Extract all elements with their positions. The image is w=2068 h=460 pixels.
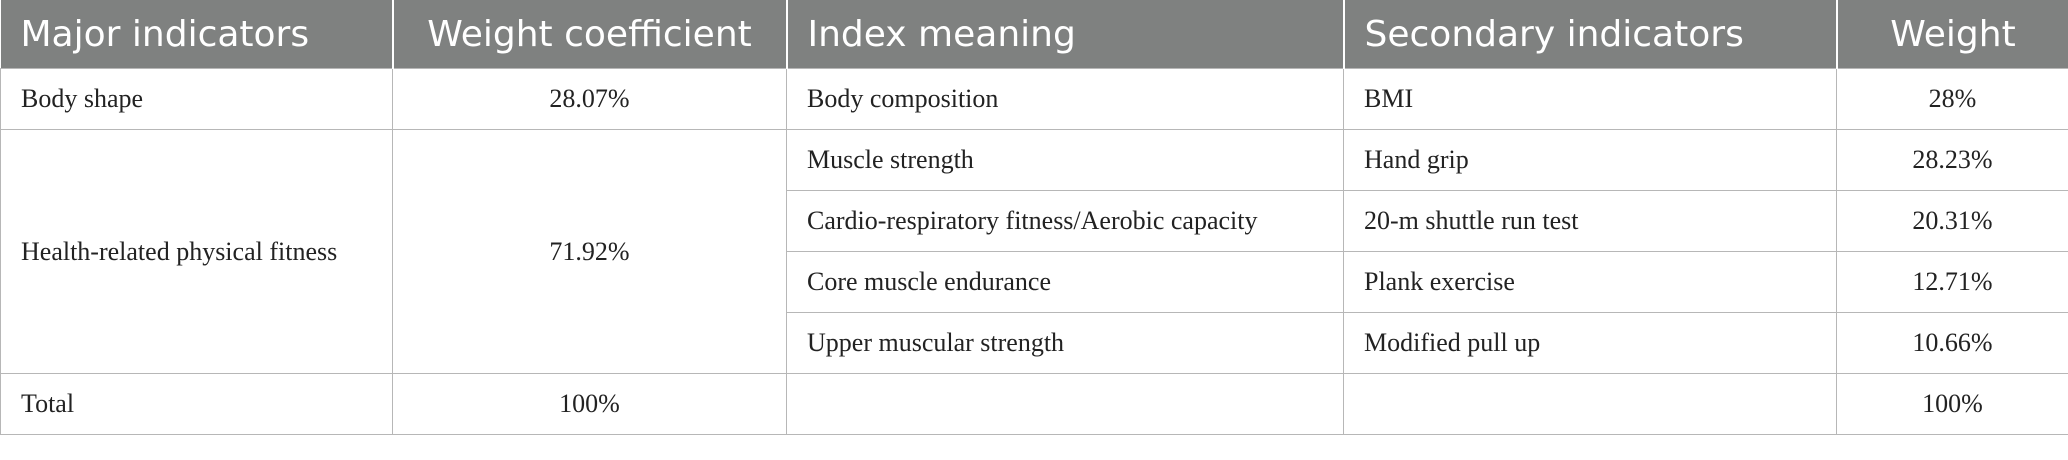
cell-coefficient: 100% xyxy=(392,373,787,435)
cell-meaning: Core muscle endurance xyxy=(786,251,1344,313)
table-header: Major indicators Weight coefficient Inde… xyxy=(0,0,2068,69)
cell-weight: 10.66% xyxy=(1836,312,2068,374)
table-row: Health-related physical fitness 71.92% M… xyxy=(0,129,2068,374)
cell-major: Body shape xyxy=(0,68,393,130)
table-body: Body shape 28.07% Body composition BMI 2… xyxy=(0,68,2068,435)
header-index-meaning: Index meaning xyxy=(786,0,1345,69)
cell-weight: 12.71% xyxy=(1836,251,2068,313)
cell-meaning: Upper muscular strength xyxy=(786,312,1344,374)
header-secondary-indicators: Secondary indicators xyxy=(1343,0,1838,69)
cell-secondary: Modified pull up xyxy=(1343,312,1837,374)
cell-secondary: Hand grip xyxy=(1343,129,1837,191)
header-major-indicators: Major indicators xyxy=(0,0,394,69)
cell-meaning xyxy=(786,373,1344,435)
header-weight: Weight xyxy=(1836,0,2068,69)
cell-coefficient: 71.92% xyxy=(392,129,787,374)
cell-secondary: Plank exercise xyxy=(1343,251,1837,313)
cell-meaning: Muscle strength xyxy=(786,129,1344,191)
table-row: Cardio-respiratory fitness/Aerobic capac… xyxy=(1,190,2068,252)
cell-secondary: 20-m shuttle run test xyxy=(1343,190,1837,252)
cell-major: Total xyxy=(0,373,393,435)
cell-weight: 28.23% xyxy=(1836,129,2068,191)
cell-weight: 100% xyxy=(1836,373,2068,435)
table-row-total: Total 100% 100% xyxy=(0,373,2068,435)
header-weight-coefficient: Weight coefficient xyxy=(392,0,788,69)
header-row: Major indicators Weight coefficient Inde… xyxy=(0,0,2068,69)
cell-meaning: Body composition xyxy=(786,68,1344,130)
cell-major: Health-related physical fitness xyxy=(0,129,393,374)
cell-meaning: Cardio-respiratory fitness/Aerobic capac… xyxy=(786,190,1344,252)
cell-secondary xyxy=(1343,373,1837,435)
cell-secondary: BMI xyxy=(1343,68,1837,130)
table-row: Body shape 28.07% Body composition BMI 2… xyxy=(0,68,2068,130)
cell-coefficient: 28.07% xyxy=(392,68,787,130)
cell-weight: 20.31% xyxy=(1836,190,2068,252)
cell-weight: 28% xyxy=(1836,68,2068,130)
indicator-weight-table: Major indicators Weight coefficient Inde… xyxy=(0,0,2068,435)
